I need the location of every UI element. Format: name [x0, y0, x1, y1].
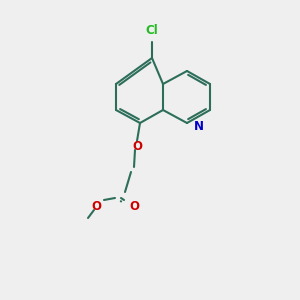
Text: O: O	[91, 200, 101, 212]
Text: O: O	[132, 140, 142, 152]
Text: N: N	[194, 119, 204, 133]
Text: Cl: Cl	[146, 24, 158, 37]
Text: O: O	[129, 200, 139, 212]
